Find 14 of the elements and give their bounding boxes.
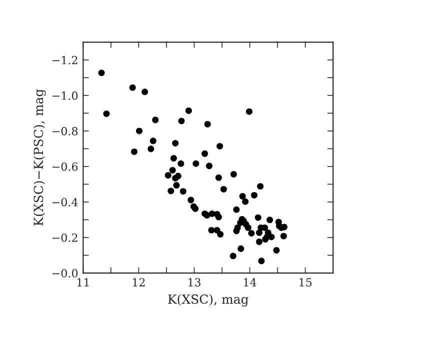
y-tick-label: −0.2: [52, 233, 78, 242]
y-tick-label: −0.4: [52, 198, 78, 206]
y-tick-label: −1.2: [52, 56, 78, 64]
x-tick-label: 13: [188, 278, 200, 286]
y-tick-label: −1.0: [52, 91, 78, 100]
x-axis-title: K(XSC), mag: [168, 294, 248, 306]
y-tick-label: −0.6: [52, 162, 78, 171]
y-tick-label: −0.0: [52, 268, 78, 278]
y-tick-label: −0.8: [52, 126, 78, 136]
x-tick-label: 15: [300, 278, 312, 286]
x-tick-label: 12: [132, 278, 145, 286]
y-axis-title: K(XSC)−K(PSC), mag: [33, 89, 46, 226]
x-tick-label: 11: [77, 278, 89, 286]
x-tick-label: 14: [244, 278, 256, 286]
